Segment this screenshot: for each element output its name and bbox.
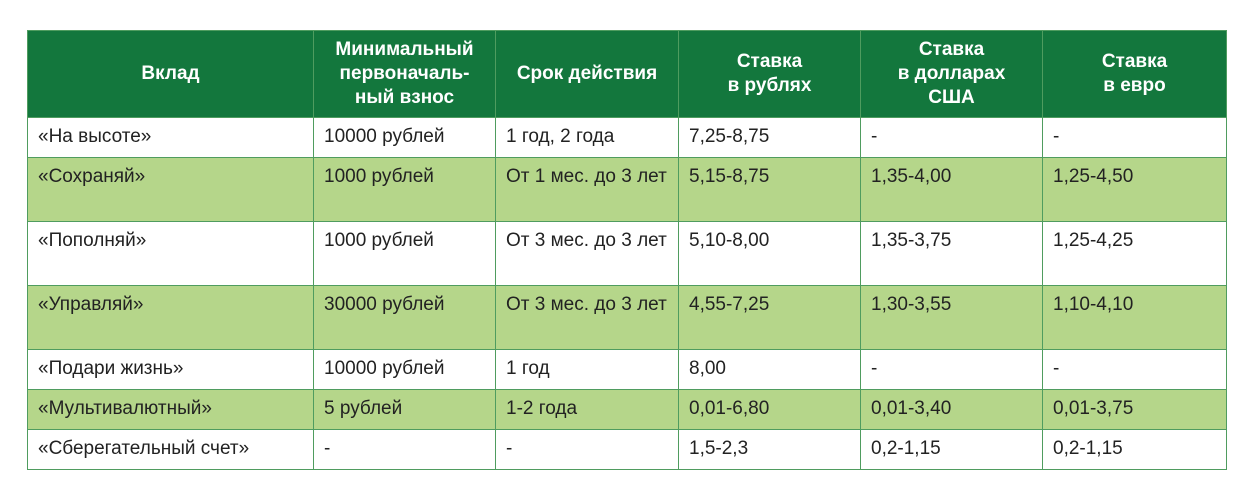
- table-cell: 1,35-3,75: [860, 221, 1043, 286]
- table-cell: 1,25-4,50: [1042, 157, 1227, 222]
- column-header: Ставка в рублях: [678, 30, 861, 118]
- table-cell: 0,2-1,15: [860, 429, 1043, 470]
- table-cell: 10000 рублей: [313, 349, 496, 390]
- deposits-table: Вклад Минимальный первоначаль-ный взнос Сро…: [27, 30, 1227, 470]
- table-cell: От 3 мес. до 3 лет: [495, 285, 679, 350]
- table-row: «Сохраняй» 1000 рублей От 1 мес. до 3 лет 5…: [27, 157, 1227, 222]
- table-cell: «Подари жизнь»: [27, 349, 314, 390]
- table-cell: «Мультивалютный»: [27, 389, 314, 430]
- table-cell: От 1 мес. до 3 лет: [495, 157, 679, 222]
- table-cell: 1,10-4,10: [1042, 285, 1227, 350]
- column-header: Ставка в евро: [1042, 30, 1227, 118]
- column-header: Срок действия: [495, 30, 679, 118]
- table-cell: 10000 рублей: [313, 117, 496, 158]
- table-cell: 7,25-8,75: [678, 117, 861, 158]
- table-cell: 1,35-4,00: [860, 157, 1043, 222]
- table-row: «Подари жизнь» 10000 рублей 1 год 8,00- -: [27, 349, 1227, 390]
- table-cell: 4,55-7,25: [678, 285, 861, 350]
- table-cell: 1,5-2,3: [678, 429, 861, 470]
- column-header: Минимальный первоначаль-ный взнос: [313, 30, 496, 118]
- table-cell: «Сберегательный счет»: [27, 429, 314, 470]
- table-cell: 1000 рублей: [313, 221, 496, 286]
- table-cell: -: [1042, 117, 1227, 158]
- header-row: Вклад Минимальный первоначаль-ный взнос Сро…: [27, 30, 1227, 118]
- table-cell: 1-2 года: [495, 389, 679, 430]
- table-cell: «Сохраняй»: [27, 157, 314, 222]
- table-row: «На высоте» 10000 рублей 1 год, 2 года 7,25…: [27, 117, 1227, 158]
- table-cell: 0,01-6,80: [678, 389, 861, 430]
- table-cell: 0,01-3,75: [1042, 389, 1227, 430]
- table-cell: 5 рублей: [313, 389, 496, 430]
- column-header: Вклад: [27, 30, 314, 118]
- table-row: «Сберегательный счет» - -1,5-2,3 0,2-1,15 0,…: [27, 429, 1227, 470]
- table-cell: 0,01-3,40: [860, 389, 1043, 430]
- table-cell: -: [860, 349, 1043, 390]
- table-cell: 5,15-8,75: [678, 157, 861, 222]
- table-cell: 1 год: [495, 349, 679, 390]
- table-cell: «Управляй»: [27, 285, 314, 350]
- table-cell: 1,25-4,25: [1042, 221, 1227, 286]
- table-cell: 8,00: [678, 349, 861, 390]
- table-cell: 1,30-3,55: [860, 285, 1043, 350]
- table-cell: 30000 рублей: [313, 285, 496, 350]
- column-header: Ставка в долларах США: [860, 30, 1043, 118]
- table-cell: «Пополняй»: [27, 221, 314, 286]
- table-row: «Пополняй» 1000 рублей От 3 мес. до 3 лет 5…: [27, 221, 1227, 286]
- table-cell: -: [313, 429, 496, 470]
- table-cell: -: [860, 117, 1043, 158]
- table-cell: 5,10-8,00: [678, 221, 861, 286]
- table-cell: «На высоте»: [27, 117, 314, 158]
- table-cell: -: [1042, 349, 1227, 390]
- table-row: «Управляй» 30000 рублей От 3 мес. до 3 лет…: [27, 285, 1227, 350]
- table-row: «Мультивалютный» 5 рублей 1-2 года 0,01-6,8…: [27, 389, 1227, 430]
- table-cell: 1 год, 2 года: [495, 117, 679, 158]
- table-cell: От 3 мес. до 3 лет: [495, 221, 679, 286]
- table-cell: 0,2-1,15: [1042, 429, 1227, 470]
- table-cell: -: [495, 429, 679, 470]
- table-cell: 1000 рублей: [313, 157, 496, 222]
